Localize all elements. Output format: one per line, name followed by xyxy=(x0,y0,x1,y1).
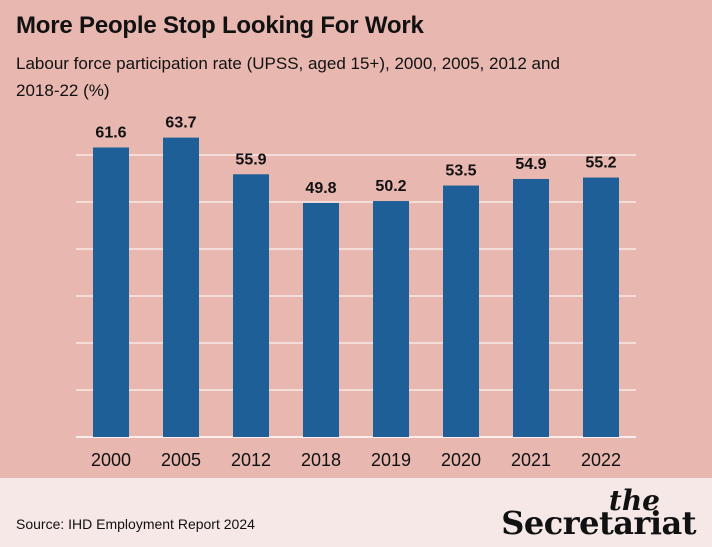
bar-2020 xyxy=(443,185,479,437)
data-label-2012: 55.9 xyxy=(235,151,266,168)
x-tick-2019: 2019 xyxy=(371,450,411,470)
data-label-2005: 63.7 xyxy=(165,115,196,132)
data-label-2021: 54.9 xyxy=(515,156,546,173)
data-label-2018: 49.8 xyxy=(305,180,336,197)
bar-chart: 61.6 2000 63.7 2005 55.9 2012 49.8 2018 50.2 2019… xyxy=(76,115,636,470)
bar-2000 xyxy=(93,147,129,438)
bar-2005 xyxy=(163,137,199,438)
chart-subtitle: Labour force participation rate (UPSS, a… xyxy=(16,54,560,100)
bar-2021 xyxy=(513,178,549,437)
x-tick-2000: 2000 xyxy=(91,450,131,470)
data-label-2022: 55.2 xyxy=(585,155,616,172)
bar-2012 xyxy=(233,174,269,437)
source-note: Source: IHD Employment Report 2024 xyxy=(16,516,255,532)
x-tick-2021: 2021 xyxy=(511,450,551,470)
x-tick-2012: 2012 xyxy=(231,450,271,470)
x-tick-2020: 2020 xyxy=(441,450,481,470)
bar-2018 xyxy=(303,202,339,437)
x-tick-2018: 2018 xyxy=(301,450,341,470)
bar-2019 xyxy=(373,201,409,437)
footer: Source: IHD Employment Report 2024 the S… xyxy=(0,478,712,547)
bar-2022 xyxy=(583,177,619,437)
data-label-2000: 61.6 xyxy=(95,124,126,141)
logo-name-text: Secretariat xyxy=(501,504,696,542)
chart-title: More People Stop Looking For Work xyxy=(16,12,424,39)
data-label-2020: 53.5 xyxy=(445,163,476,180)
data-label-2019: 50.2 xyxy=(375,178,406,195)
x-tick-2022: 2022 xyxy=(581,450,621,470)
x-tick-2005: 2005 xyxy=(161,450,201,470)
logo-the-text: the xyxy=(608,484,660,517)
